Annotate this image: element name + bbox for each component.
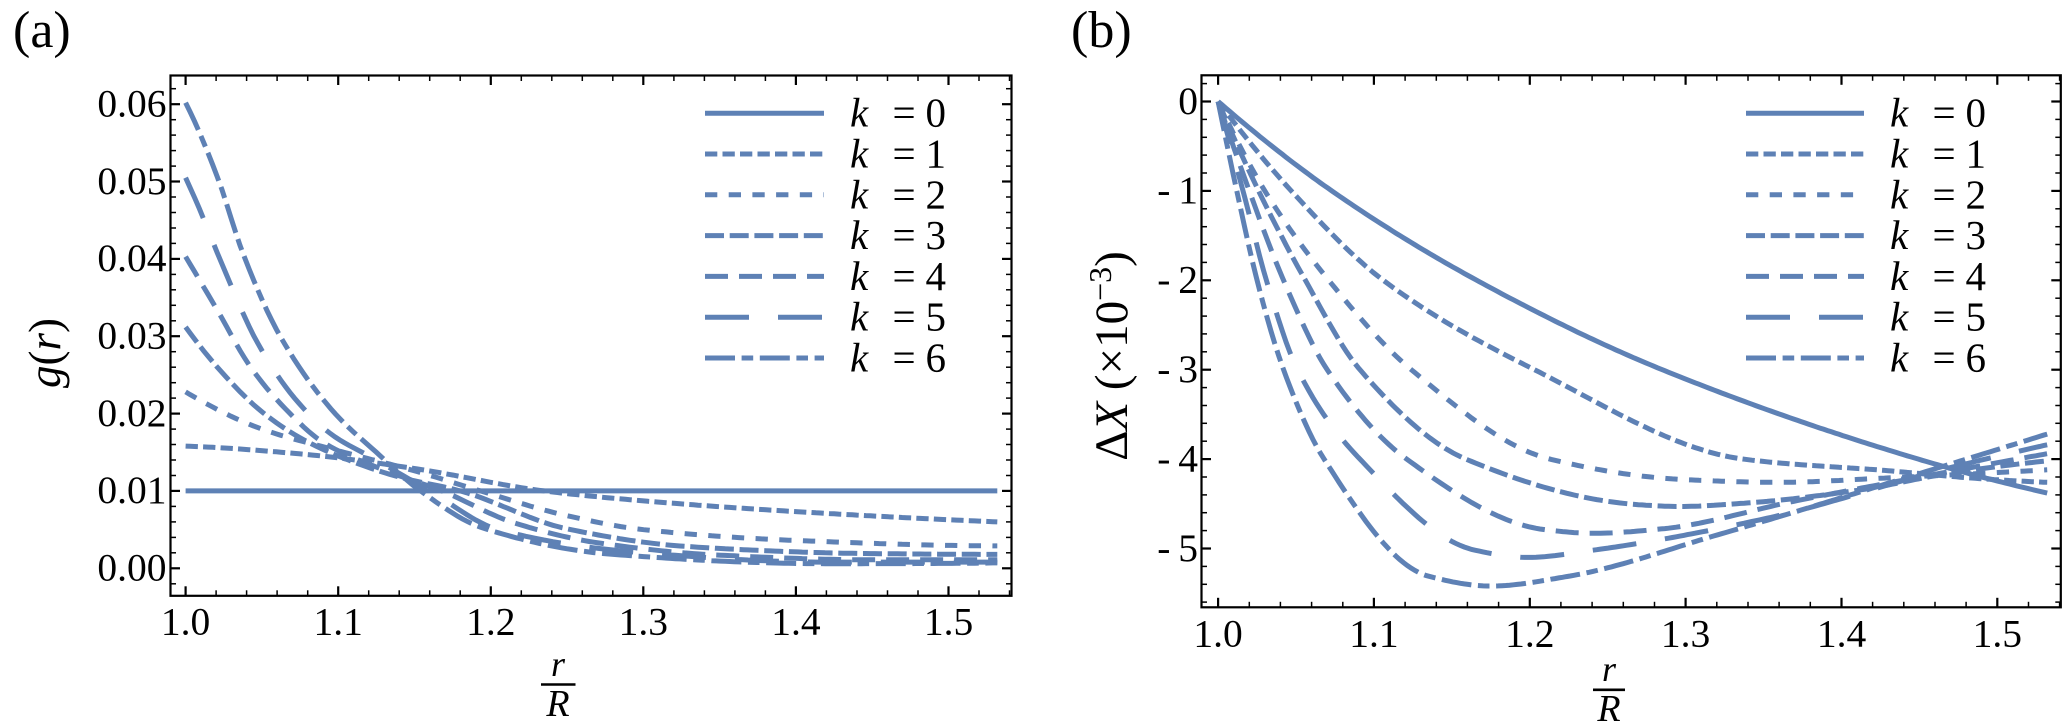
svg-text:k: k <box>850 131 869 177</box>
svg-text:k: k <box>1890 90 1909 136</box>
svg-text:r: r <box>1602 649 1617 689</box>
svg-text:1.3: 1.3 <box>1661 612 1710 656</box>
svg-text:1.1: 1.1 <box>1349 612 1398 656</box>
svg-text:g(r): g(r) <box>20 318 70 388</box>
svg-text:k: k <box>1890 253 1909 299</box>
svg-text:- 1: - 1 <box>1157 168 1198 212</box>
svg-text:3: 3 <box>1966 212 1987 258</box>
svg-text:=: = <box>1933 131 1956 177</box>
svg-text:=: = <box>893 253 916 299</box>
svg-text:6: 6 <box>926 335 947 381</box>
svg-text:0: 0 <box>1178 79 1198 123</box>
svg-text:=: = <box>893 131 916 177</box>
svg-text:k: k <box>850 171 869 217</box>
svg-text:=: = <box>893 212 916 258</box>
svg-text:3: 3 <box>926 212 947 258</box>
svg-text:1.2: 1.2 <box>466 600 515 644</box>
svg-text:k: k <box>1890 131 1909 177</box>
svg-text:- 5: - 5 <box>1157 526 1198 570</box>
svg-text:k: k <box>1890 212 1909 258</box>
svg-text:1: 1 <box>926 131 947 177</box>
svg-text:0: 0 <box>1966 90 1987 136</box>
svg-text:6: 6 <box>1966 335 1987 381</box>
svg-text:=: = <box>1933 253 1956 299</box>
svg-text:- 3: - 3 <box>1157 347 1198 391</box>
svg-text:0.05: 0.05 <box>97 159 166 203</box>
svg-text:0.04: 0.04 <box>97 236 166 280</box>
svg-text:1.4: 1.4 <box>1817 612 1867 656</box>
svg-text:=: = <box>1933 90 1956 136</box>
svg-text:1.4: 1.4 <box>771 600 821 644</box>
svg-text:k: k <box>850 212 869 258</box>
svg-text:1.1: 1.1 <box>314 600 363 644</box>
svg-text:k: k <box>850 90 869 136</box>
svg-text:1.3: 1.3 <box>619 600 668 644</box>
svg-text:k: k <box>850 335 869 381</box>
svg-text:k: k <box>850 294 869 340</box>
svg-text:=: = <box>893 171 916 217</box>
svg-text:1.2: 1.2 <box>1505 612 1554 656</box>
svg-text:(b): (b) <box>1071 2 1132 59</box>
svg-text:=: = <box>1933 171 1956 217</box>
svg-text:k: k <box>1890 335 1909 381</box>
svg-text:=: = <box>1933 335 1956 381</box>
svg-text:- 2: - 2 <box>1157 258 1198 302</box>
svg-text:r: r <box>551 644 566 684</box>
svg-text:k: k <box>850 253 869 299</box>
svg-text:4: 4 <box>926 253 947 299</box>
svg-text:(a): (a) <box>13 2 71 59</box>
svg-text:0.03: 0.03 <box>97 314 166 358</box>
svg-text:=: = <box>1933 294 1956 340</box>
svg-text:0: 0 <box>926 90 947 136</box>
svg-text:=: = <box>1933 212 1956 258</box>
svg-text:0.06: 0.06 <box>97 82 166 126</box>
svg-text:1.0: 1.0 <box>161 600 210 644</box>
svg-text:=: = <box>893 294 916 340</box>
svg-text:1.0: 1.0 <box>1193 612 1242 656</box>
svg-text:1.5: 1.5 <box>924 600 973 644</box>
svg-text:R: R <box>1596 688 1620 723</box>
svg-text:5: 5 <box>926 294 947 340</box>
svg-text:4: 4 <box>1966 253 1987 299</box>
svg-text:R: R <box>545 683 569 723</box>
svg-text:1.5: 1.5 <box>1973 612 2022 656</box>
svg-text:0.00: 0.00 <box>97 546 166 590</box>
svg-text:=: = <box>893 90 916 136</box>
svg-text:2: 2 <box>926 171 947 217</box>
svg-text:k: k <box>1890 294 1909 340</box>
svg-text:2: 2 <box>1966 171 1987 217</box>
svg-text:0.01: 0.01 <box>97 468 166 512</box>
svg-text:5: 5 <box>1966 294 1987 340</box>
svg-text:k: k <box>1890 171 1909 217</box>
svg-text:- 4: - 4 <box>1157 436 1198 480</box>
svg-text:=: = <box>893 335 916 381</box>
svg-text:0.02: 0.02 <box>97 391 166 435</box>
svg-text:1: 1 <box>1966 131 1987 177</box>
